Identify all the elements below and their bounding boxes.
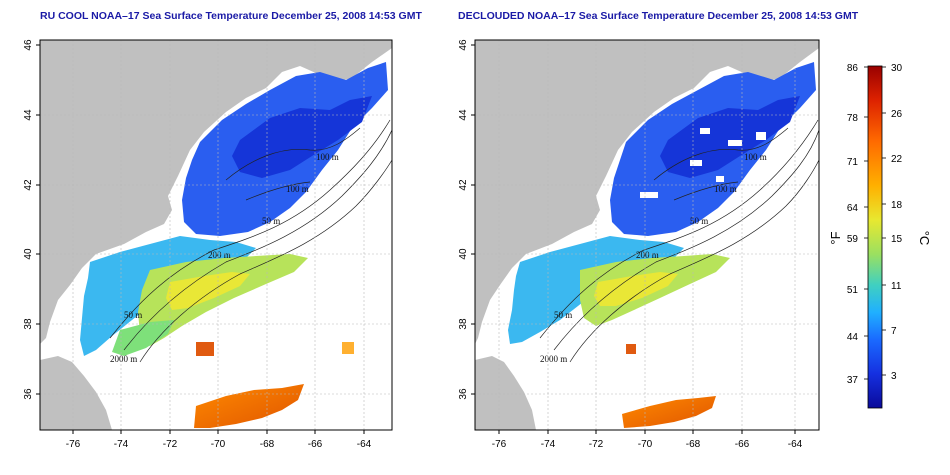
y-tick-label: 46 [458,39,469,51]
sst-green-patch [112,320,174,356]
panel-title-right: DECLOUDED NOAA–17 Sea Surface Temperatur… [458,10,859,22]
grid-lines [475,40,819,430]
x-tick-label: -66 [735,439,750,450]
x-tick-label: -64 [357,439,372,450]
land-mass-south [40,356,112,430]
sst-warm-streak [166,272,250,310]
fahrenheit-tick-label: 86 [847,63,859,74]
panel-title-left: RU COOL NOAA–17 Sea Surface Temperature … [40,10,422,22]
axis-ticks [36,44,365,434]
y-tick-label: 36 [23,388,34,400]
x-tick-label: -76 [66,439,81,450]
colorbar: 86 78 71 64 59 51 44 37 30 26 22 18 15 1… [828,63,932,409]
fahrenheit-tick-label: 37 [847,375,859,386]
x-tick-label: -70 [211,439,226,450]
y-tick-label: 44 [458,109,469,121]
celsius-tick-label: 26 [891,109,903,120]
fahrenheit-tick-label: 71 [847,157,859,168]
x-tick-label: -72 [589,439,604,450]
sst-gulf-stream [622,396,716,428]
sst-warm-eddy [196,342,214,356]
contour-label: 100 m [286,184,309,194]
contour-label: 50 m [690,216,708,226]
sst-warm-spot [342,342,354,354]
x-tick-labels: -76 -74 -72 -70 -68 -66 -64 [66,439,372,450]
celsius-tick-label: 11 [891,281,902,292]
map-panel-left: 100 m 100 m 50 m 200 m 50 m 2000 m [23,39,393,450]
x-tick-label: -76 [492,439,507,450]
grid-lines [40,40,392,430]
sst-warm-eddy [626,344,636,354]
contour-label: 200 m [636,250,659,260]
contour-label: 50 m [262,216,280,226]
x-tick-label: -74 [114,439,129,450]
y-tick-label: 38 [23,318,34,330]
y-tick-label: 36 [458,388,469,400]
fahrenheit-unit-label: °F [828,231,843,244]
y-tick-label: 40 [458,248,469,260]
contour-label: 200 m [208,250,231,260]
y-tick-label: 44 [23,109,34,121]
contour-label: 50 m [124,310,142,320]
x-tick-label: -70 [638,439,653,450]
y-tick-label: 46 [23,39,34,51]
y-tick-labels: 46 44 42 40 38 36 [23,39,34,400]
colorbar-fahrenheit-labels: 86 78 71 64 59 51 44 37 [847,63,859,386]
sst-warm-streak [594,272,678,306]
map-frame [474,39,820,431]
land-mass [40,40,392,344]
celsius-unit-label: °C [917,231,932,246]
celsius-tick-label: 3 [891,371,897,382]
contour-label: 50 m [554,310,572,320]
celsius-tick-label: 18 [891,200,903,211]
x-tick-label: -74 [541,439,556,450]
land-mass [475,40,819,344]
sst-deep-blue [660,96,800,178]
contour-label: 2000 m [540,354,567,364]
celsius-tick-label: 30 [891,63,903,74]
fahrenheit-tick-label: 64 [847,203,859,214]
axis-ticks [471,44,796,434]
map-frame [39,39,393,431]
contour-label: 2000 m [110,354,137,364]
x-tick-label: -68 [686,439,701,450]
sst-gulf-stream [194,384,304,428]
x-tick-label: -72 [163,439,178,450]
contour-labels: 100 m 100 m 50 m 200 m 50 m 2000 m [110,152,339,364]
fahrenheit-tick-label: 51 [847,285,859,296]
colorbar-gradient [867,65,883,409]
x-tick-labels: -76 -74 -72 -70 -68 -66 -64 [492,439,803,450]
bathymetry-contours [109,119,393,363]
contour-label: 100 m [316,152,339,162]
sst-slope-region [138,254,308,346]
y-tick-label: 38 [458,318,469,330]
y-tick-label: 42 [23,179,34,191]
colorbar-ticks [864,66,886,380]
x-tick-label: -68 [260,439,275,450]
colorbar-celsius-labels: 30 26 22 18 15 11 7 3 [891,63,903,382]
y-tick-label: 40 [23,248,34,260]
fahrenheit-tick-label: 78 [847,113,859,124]
map-panel-right: 100 m 100 m 50 m 200 m 50 m 2000 m [458,39,820,450]
x-tick-label: -66 [308,439,323,450]
contour-label: 100 m [714,184,737,194]
contour-labels: 100 m 100 m 50 m 200 m 50 m 2000 m [540,152,767,364]
celsius-tick-label: 15 [891,234,903,245]
land-mass-south [475,356,536,430]
celsius-tick-label: 22 [891,154,903,165]
contour-label: 100 m [744,152,767,162]
fahrenheit-tick-label: 59 [847,234,859,245]
fahrenheit-tick-label: 44 [847,332,859,343]
y-tick-label: 42 [458,179,469,191]
cloud-gaps [640,128,766,198]
y-tick-labels: 46 44 42 40 38 36 [458,39,469,400]
celsius-tick-label: 7 [891,326,897,337]
x-tick-label: -64 [788,439,803,450]
